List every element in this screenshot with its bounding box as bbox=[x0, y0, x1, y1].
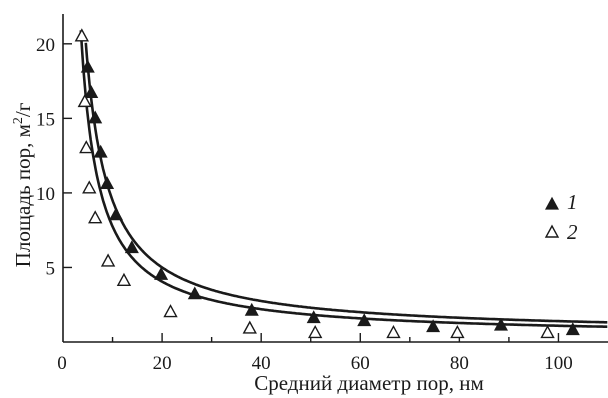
legend-marker-1 bbox=[544, 196, 560, 210]
y-axis-title-tail: /г bbox=[11, 102, 35, 117]
data-point-series-2 bbox=[242, 320, 257, 334]
data-point-series-2 bbox=[540, 324, 555, 339]
legend-label-2: 2 bbox=[567, 220, 578, 244]
x-tick-label: 80 bbox=[450, 353, 469, 374]
data-point-series-1 bbox=[109, 207, 124, 221]
data-point-series-1 bbox=[187, 286, 202, 300]
x-tick-label: 100 bbox=[544, 353, 573, 374]
data-point-series-1 bbox=[154, 267, 169, 280]
y-axis-title-superscript: 2 bbox=[11, 117, 26, 124]
x-ticks: 0 20 40 60 80 100 bbox=[57, 333, 573, 374]
data-point-series-1 bbox=[84, 85, 99, 99]
y-tick-label: 10 bbox=[36, 184, 55, 205]
y-axis-title-main: Площадь пор, м bbox=[11, 124, 35, 267]
data-point-series-1 bbox=[124, 240, 139, 254]
fit-curves bbox=[79, 30, 608, 329]
axes bbox=[62, 14, 608, 343]
data-point-series-1 bbox=[565, 322, 580, 336]
data-point-series-1 bbox=[93, 144, 108, 158]
data-point-series-2 bbox=[386, 324, 401, 339]
data-point-series-1 bbox=[357, 313, 372, 327]
x-tick-label: 0 bbox=[57, 353, 67, 374]
fit-curve-series-2 bbox=[79, 30, 608, 329]
data-point-series-1 bbox=[244, 302, 259, 316]
data-point-series-1 bbox=[306, 310, 321, 324]
x-tick-label: 40 bbox=[252, 353, 271, 374]
data-point-series-2 bbox=[308, 324, 323, 339]
data-point-series-2 bbox=[82, 180, 97, 194]
x-axis-title: Средний диаметр пор, нм bbox=[254, 371, 484, 395]
y-tick-label: 5 bbox=[46, 258, 56, 279]
x-tick-label: 20 bbox=[153, 353, 172, 374]
legend-label-1: 1 bbox=[567, 190, 578, 214]
data-point-series-2 bbox=[74, 28, 90, 42]
data-point-series-1 bbox=[493, 317, 508, 331]
data-point-series-2 bbox=[77, 93, 92, 108]
y-tick-label: 20 bbox=[36, 35, 55, 56]
legend: 1 2 bbox=[544, 190, 578, 244]
data-point-series-1 bbox=[100, 176, 115, 189]
legend-item-1: 1 bbox=[544, 190, 578, 214]
data-points bbox=[74, 28, 580, 339]
legend-marker-2 bbox=[544, 224, 560, 238]
legend-item-2: 2 bbox=[544, 220, 578, 244]
y-ticks: 5 10 15 20 bbox=[36, 35, 72, 279]
x-tick-label: 60 bbox=[351, 353, 370, 374]
data-point-series-2 bbox=[100, 253, 116, 267]
data-point-series-1 bbox=[426, 319, 441, 333]
data-point-series-2 bbox=[163, 304, 178, 318]
data-point-series-2 bbox=[116, 272, 132, 286]
y-tick-label: 15 bbox=[36, 109, 55, 130]
fit-curve-series-1 bbox=[84, 42, 608, 324]
y-axis-title: Площадь пор, м2/г bbox=[11, 102, 35, 267]
data-point-series-2 bbox=[79, 140, 94, 154]
data-point-series-1 bbox=[80, 59, 95, 73]
data-point-series-1 bbox=[88, 110, 103, 124]
data-point-series-2 bbox=[88, 210, 103, 224]
data-point-series-2 bbox=[450, 324, 465, 339]
